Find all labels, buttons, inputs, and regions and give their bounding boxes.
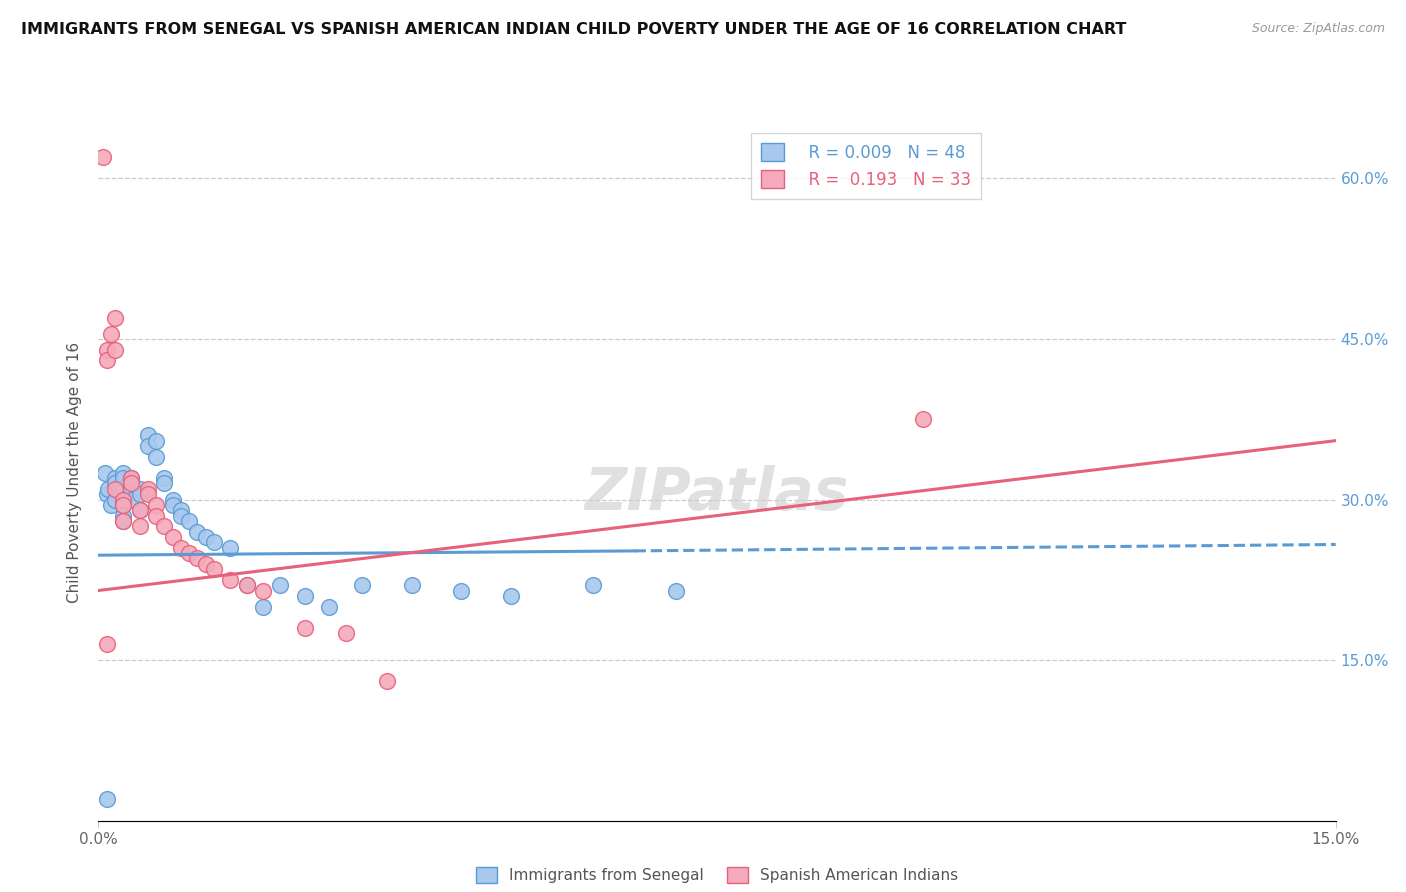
Point	[186, 551, 208, 566]
Point	[136, 428, 159, 442]
Point	[120, 471, 142, 485]
Point	[96, 487, 118, 501]
Point	[269, 578, 291, 592]
Point	[91, 150, 114, 164]
Text: ZIPatlas: ZIPatlas	[585, 465, 849, 522]
Point	[401, 578, 423, 592]
Point	[194, 530, 217, 544]
Point	[104, 343, 127, 357]
Point	[252, 599, 274, 614]
Point	[186, 524, 208, 539]
Point	[112, 492, 135, 507]
Point	[112, 471, 135, 485]
Point	[153, 519, 176, 533]
Point	[375, 674, 398, 689]
Point	[112, 508, 135, 523]
Point	[162, 492, 184, 507]
Point	[219, 573, 242, 587]
Point	[136, 439, 159, 453]
Point	[120, 492, 142, 507]
Y-axis label: Child Poverty Under the Age of 16: Child Poverty Under the Age of 16	[67, 343, 83, 603]
Point	[128, 487, 150, 501]
Point	[219, 541, 242, 555]
Point	[352, 578, 374, 592]
Point	[104, 482, 127, 496]
Point	[318, 599, 340, 614]
Point	[100, 498, 122, 512]
Point	[112, 514, 135, 528]
Point	[96, 792, 118, 806]
Point	[335, 626, 357, 640]
Point	[104, 492, 127, 507]
Point	[179, 546, 201, 560]
Point	[128, 503, 150, 517]
Point	[128, 519, 150, 533]
Point	[162, 498, 184, 512]
Point	[136, 487, 159, 501]
Point	[108, 482, 131, 496]
Point	[665, 583, 688, 598]
Point	[94, 466, 117, 480]
Point	[97, 482, 120, 496]
Point	[170, 508, 193, 523]
Point	[112, 498, 135, 512]
Point	[450, 583, 472, 598]
Point	[104, 471, 127, 485]
Point	[153, 471, 176, 485]
Point	[170, 541, 193, 555]
Point	[202, 562, 225, 576]
Point	[252, 583, 274, 598]
Point	[582, 578, 605, 592]
Point	[120, 476, 142, 491]
Point	[96, 637, 118, 651]
Point	[112, 492, 135, 507]
Point	[104, 310, 127, 325]
Point	[96, 353, 118, 368]
Point	[128, 482, 150, 496]
Point	[128, 503, 150, 517]
Point	[112, 466, 135, 480]
Point	[170, 503, 193, 517]
Point	[145, 508, 167, 523]
Point	[112, 498, 135, 512]
Point	[145, 434, 167, 448]
Point	[236, 578, 259, 592]
Point	[104, 476, 127, 491]
Point	[100, 326, 122, 341]
Point	[294, 621, 316, 635]
Point	[194, 557, 217, 571]
Point	[120, 482, 142, 496]
Point	[153, 476, 176, 491]
Point	[120, 471, 142, 485]
Point	[179, 514, 201, 528]
Point	[145, 498, 167, 512]
Legend: Immigrants from Senegal, Spanish American Indians: Immigrants from Senegal, Spanish America…	[470, 861, 965, 889]
Point	[236, 578, 259, 592]
Point	[136, 482, 159, 496]
Text: Source: ZipAtlas.com: Source: ZipAtlas.com	[1251, 22, 1385, 36]
Point	[294, 589, 316, 603]
Point	[112, 514, 135, 528]
Point	[120, 476, 142, 491]
Point	[96, 343, 118, 357]
Point	[162, 530, 184, 544]
Point	[145, 450, 167, 464]
Text: IMMIGRANTS FROM SENEGAL VS SPANISH AMERICAN INDIAN CHILD POVERTY UNDER THE AGE O: IMMIGRANTS FROM SENEGAL VS SPANISH AMERI…	[21, 22, 1126, 37]
Point	[912, 412, 935, 426]
Point	[499, 589, 522, 603]
Point	[202, 535, 225, 549]
